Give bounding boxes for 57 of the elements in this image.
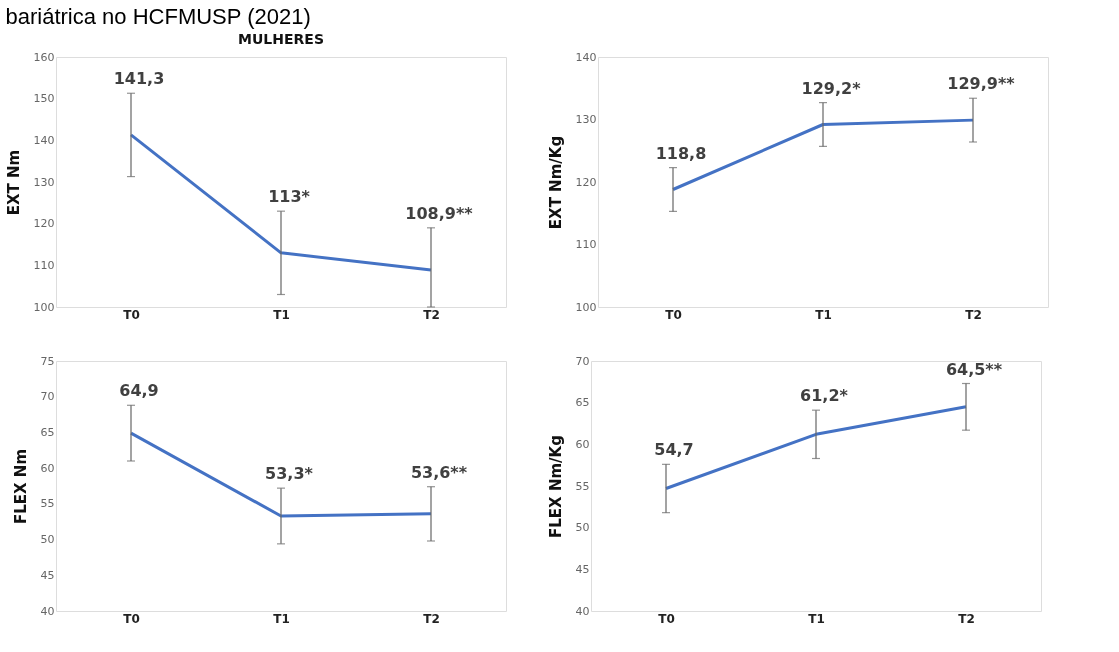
y-tick-label: 60 <box>40 461 55 475</box>
data-label: 118,8 <box>655 143 707 163</box>
y-tick-label: 160 <box>33 50 55 64</box>
data-label: 64,9 <box>119 381 159 401</box>
y-tick-label: 150 <box>33 92 55 106</box>
y-tick-label: 140 <box>33 133 55 147</box>
x-tick-label: T1 <box>273 611 290 626</box>
y-tick-label: 140 <box>575 50 597 64</box>
data-label: 53,3* <box>265 464 314 484</box>
y-tick-label: 120 <box>575 175 597 189</box>
x-tick-label: T2 <box>423 611 440 626</box>
y-tick-label: 110 <box>575 238 597 251</box>
y-tick-label: 40 <box>575 604 590 618</box>
y-axis-title: EXT Nm <box>4 149 23 216</box>
text: bariátrica no HCFMUSP (2021) <box>5 3 311 29</box>
y-tick-label: 50 <box>40 533 55 547</box>
y-tick-label: 40 <box>40 604 55 618</box>
y-tick-label: 45 <box>40 568 55 582</box>
data-label: 64,5** <box>945 359 1003 379</box>
y-tick-label: 50 <box>575 521 590 535</box>
y-tick-label: 75 <box>40 354 55 368</box>
y-axis-title: FLEX Nm <box>11 448 30 525</box>
y-tick-label: 130 <box>575 113 597 126</box>
x-tick-label: T2 <box>965 307 982 322</box>
x-tick-label: T0 <box>658 611 675 626</box>
data-label: 129,9** <box>947 74 1016 94</box>
data-label: 141,3 <box>113 69 165 89</box>
x-tick-label: T2 <box>423 307 440 322</box>
y-tick-label: 55 <box>575 479 590 493</box>
chart-title: MULHERES <box>238 31 324 47</box>
x-tick-label: T0 <box>665 307 682 322</box>
y-tick-label: 70 <box>40 390 55 404</box>
x-tick-label: T2 <box>958 611 975 626</box>
y-tick-label: 70 <box>575 354 590 368</box>
y-tick-label: 130 <box>33 175 55 189</box>
y-tick-label: 45 <box>575 562 590 576</box>
y-axis-title: FLEX Nm/Kg <box>546 435 565 538</box>
y-tick-label: 120 <box>33 217 55 231</box>
data-label: 54,7 <box>654 440 694 460</box>
y-axis-title: EXT Nm/Kg <box>546 135 565 230</box>
y-tick-label: 55 <box>40 497 55 511</box>
data-label: 61,2* <box>800 386 849 406</box>
data-label: 108,9** <box>405 203 474 223</box>
data-label: 53,6** <box>410 462 468 482</box>
x-tick-label: T0 <box>123 611 140 626</box>
x-tick-label: T1 <box>808 611 825 626</box>
y-tick-label: 60 <box>575 437 590 451</box>
y-tick-label: 65 <box>575 396 590 410</box>
x-tick-label: T1 <box>273 307 290 322</box>
y-tick-label: 100 <box>575 300 597 314</box>
y-tick-label: 65 <box>40 425 55 439</box>
data-label: 129,2* <box>801 78 862 98</box>
x-tick-label: T0 <box>123 307 140 322</box>
y-tick-label: 100 <box>33 300 55 314</box>
x-tick-label: T1 <box>815 307 832 322</box>
y-tick-label: 110 <box>33 258 55 272</box>
data-label: 113* <box>268 187 311 207</box>
